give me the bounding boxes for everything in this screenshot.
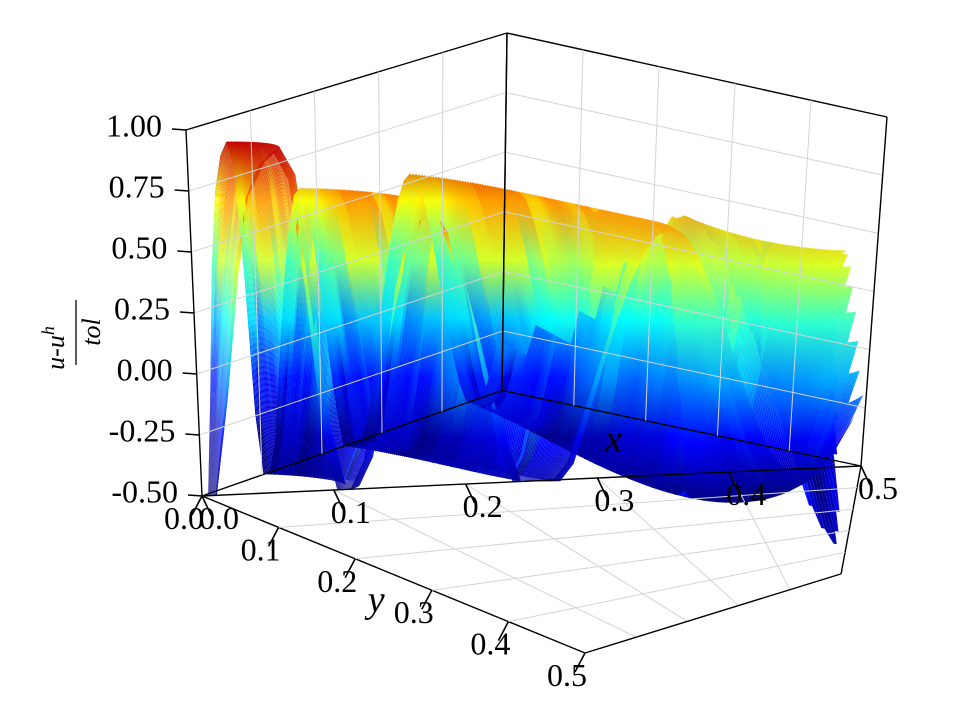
svg-text:0.4: 0.4: [470, 626, 510, 662]
svg-text:y: y: [364, 579, 385, 621]
svg-text:0.1: 0.1: [241, 531, 281, 567]
svg-text:0.2: 0.2: [317, 563, 357, 599]
svg-text:0.2: 0.2: [463, 488, 503, 524]
svg-text:tol: tol: [77, 318, 106, 345]
svg-text:0.3: 0.3: [394, 594, 434, 630]
svg-text:0.0: 0.0: [164, 500, 204, 536]
svg-text:0.75: 0.75: [109, 168, 165, 204]
svg-text:x: x: [604, 418, 622, 460]
svg-text:1.00: 1.00: [106, 107, 162, 143]
svg-text:0.00: 0.00: [117, 351, 173, 387]
svg-text:0.5: 0.5: [547, 657, 587, 693]
svg-text:0.0: 0.0: [199, 500, 239, 536]
svg-text:0.25: 0.25: [114, 290, 170, 326]
svg-text:0.50: 0.50: [111, 229, 167, 265]
svg-text:0.3: 0.3: [594, 482, 634, 518]
svg-text:-0.25: -0.25: [109, 412, 176, 448]
svg-text:0.5: 0.5: [858, 470, 898, 506]
svg-text:0.1: 0.1: [331, 494, 371, 530]
svg-text:0.4: 0.4: [726, 476, 766, 512]
